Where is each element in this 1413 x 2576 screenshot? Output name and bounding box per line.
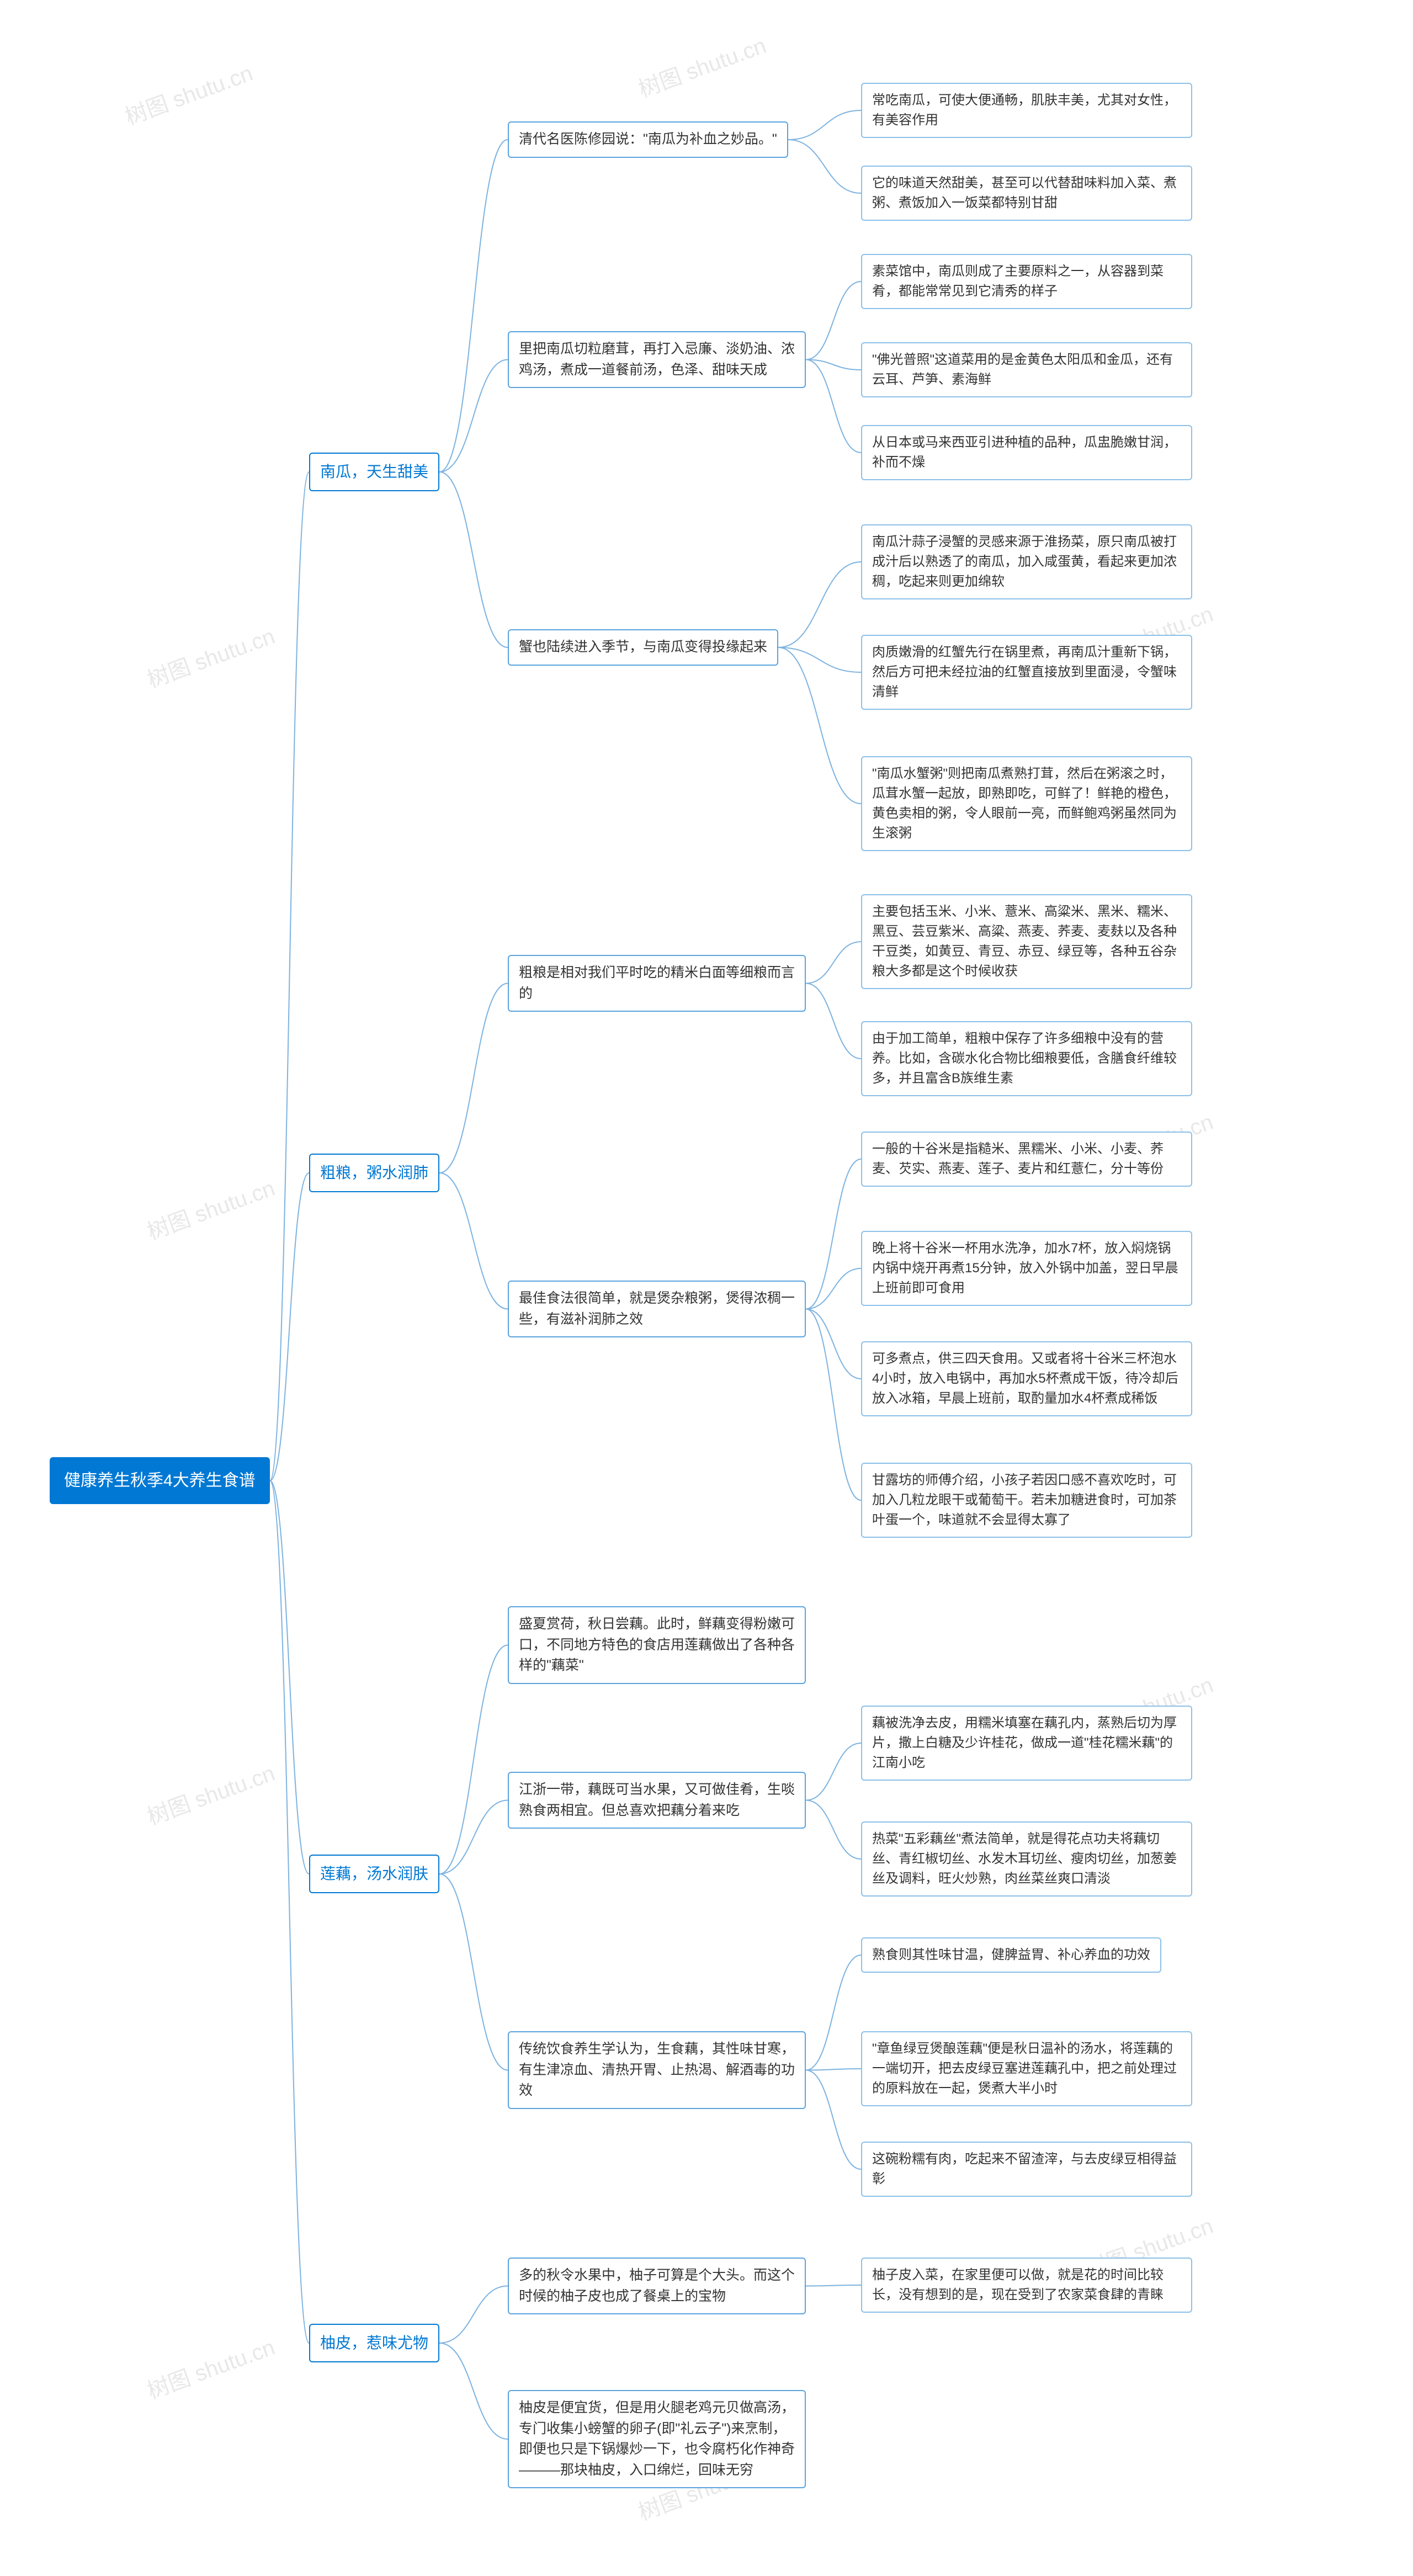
sub-lianou-2: 传统饮食养生学认为，生食藕，其性味甘寒，有生津凉血、清热开胃、止热渴、解酒毒的功…: [508, 2031, 806, 2109]
leaf-lianou-2-2: 这碗粉糯有肉，吃起来不留渣滓，与去皮绿豆相得益彰: [861, 2142, 1192, 2197]
leaf-culiang-1-2: 可多煮点，供三四天食用。又或者将十谷米三杯泡水4小时，放入电锅中，再加水5杯煮成…: [861, 1341, 1192, 1416]
sub-lianou-1: 江浙一带，藕既可当水果，又可做佳肴，生啖熟食两相宜。但总喜欢把藕分着来吃: [508, 1772, 806, 1829]
leaf-nangua-1-1: "佛光普照"这道菜用的是金黄色太阳瓜和金瓜，还有云耳、芦笋、素海鲜: [861, 342, 1192, 397]
sub-nangua-1: 里把南瓜切粒磨茸，再打入忌廉、淡奶油、浓鸡汤，煮成一道餐前汤，色泽、甜味天成: [508, 331, 806, 388]
leaf-youpi-0-0: 柚子皮入菜，在家里便可以做，就是花的时间比较长，没有想到的是，现在受到了农家菜食…: [861, 2258, 1192, 2313]
branch-youpi: 柚皮，惹味尤物: [309, 2324, 439, 2362]
branch-nangua: 南瓜，天生甜美: [309, 453, 439, 491]
leaf-lianou-2-1: "章鱼绿豆煲酿莲藕"便是秋日温补的汤水，将莲藕的一端切开，把去皮绿豆塞进莲藕孔中…: [861, 2031, 1192, 2106]
leaf-nangua-1-0: 素菜馆中，南瓜则成了主要原料之一，从容器到菜肴，都能常常见到它清秀的样子: [861, 254, 1192, 309]
watermark: 树图 shutu.cn: [120, 55, 257, 131]
leaf-culiang-0-1: 由于加工简单，粗粮中保存了许多细粮中没有的营养。比如，含碳水化合物比细粮要低，含…: [861, 1021, 1192, 1096]
watermark: 树图 shutu.cn: [142, 2329, 279, 2405]
sub-culiang-1: 最佳食法很简单，就是煲杂粮粥，煲得浓稠一些，有滋补润肺之效: [508, 1281, 806, 1337]
branch-culiang: 粗粮，粥水润肺: [309, 1154, 439, 1192]
leaf-lianou-1-0: 藕被洗净去皮，用糯米填塞在藕孔内，蒸熟后切为厚片，撒上白糖及少许桂花，做成一道"…: [861, 1706, 1192, 1781]
leaf-culiang-1-0: 一般的十谷米是指糙米、黑糯米、小米、小麦、荞麦、芡实、燕麦、莲子、麦片和红薏仁，…: [861, 1132, 1192, 1187]
sub-culiang-0: 粗粮是相对我们平时吃的精米白面等细粮而言的: [508, 955, 806, 1012]
leaf-nangua-0-1: 它的味道天然甜美，甚至可以代替甜味料加入菜、煮粥、煮饭加入一饭菜都特别甘甜: [861, 166, 1192, 221]
watermark: 树图 shutu.cn: [142, 1755, 279, 1831]
branch-lianou: 莲藕，汤水润肤: [309, 1855, 439, 1893]
leaf-nangua-1-2: 从日本或马来西亚引进种植的品种，瓜盅脆嫩甘润，补而不燥: [861, 425, 1192, 480]
leaf-culiang-1-1: 晚上将十谷米一杯用水洗净，加水7杯，放入焖烧锅内锅中烧开再煮15分钟，放入外锅中…: [861, 1231, 1192, 1306]
leaf-nangua-0-0: 常吃南瓜，可使大便通畅，肌肤丰美，尤其对女性，有美容作用: [861, 83, 1192, 138]
watermark: 树图 shutu.cn: [633, 28, 770, 103]
leaf-nangua-2-0: 南瓜汁蒜子浸蟹的灵感来源于淮扬菜，原只南瓜被打成汁后以熟透了的南瓜，加入咸蛋黄，…: [861, 524, 1192, 599]
sub-youpi-0: 多的秋令水果中，柚子可算是个大头。而这个时候的柚子皮也成了餐桌上的宝物: [508, 2258, 806, 2314]
leaf-lianou-2-0: 熟食则其性味甘温，健脾益胃、补心养血的功效: [861, 1937, 1161, 1973]
leaf-culiang-1-3: 甘露坊的师傅介绍，小孩子若因口感不喜欢吃时，可加入几粒龙眼干或葡萄干。若未加糖进…: [861, 1463, 1192, 1538]
watermark: 树图 shutu.cn: [142, 618, 279, 694]
watermark: 树图 shutu.cn: [142, 1170, 279, 1246]
leaf-lianou-1-1: 热菜"五彩藕丝"煮法简单，就是得花点功夫将藕切丝、青红椒切丝、水发木耳切丝、瘦肉…: [861, 1821, 1192, 1897]
root-node: 健康养生秋季4大养生食谱: [50, 1457, 270, 1504]
sub-nangua-2: 蟹也陆续进入季节，与南瓜变得投缘起来: [508, 629, 778, 666]
sub-lianou-0: 盛夏赏荷，秋日尝藕。此时，鲜藕变得粉嫩可口，不同地方特色的食店用莲藕做出了各种各…: [508, 1606, 806, 1684]
leaf-nangua-2-1: 肉质嫩滑的红蟹先行在锅里煮，再南瓜汁重新下锅，然后方可把未经拉油的红蟹直接放到里…: [861, 635, 1192, 710]
leaf-nangua-2-2: "南瓜水蟹粥"则把南瓜煮熟打茸，然后在粥滚之时，瓜茸水蟹一起放，即熟即吃，可鲜了…: [861, 756, 1192, 851]
leaf-culiang-0-0: 主要包括玉米、小米、薏米、高粱米、黑米、糯米、黑豆、芸豆紫米、高粱、燕麦、荞麦、…: [861, 894, 1192, 989]
sub-youpi-1: 柚皮是便宜货，但是用火腿老鸡元贝做高汤，专门收集小螃蟹的卵子(即"礼云子")来烹…: [508, 2390, 806, 2488]
sub-nangua-0: 清代名医陈修园说："南瓜为补血之妙品。": [508, 121, 788, 158]
